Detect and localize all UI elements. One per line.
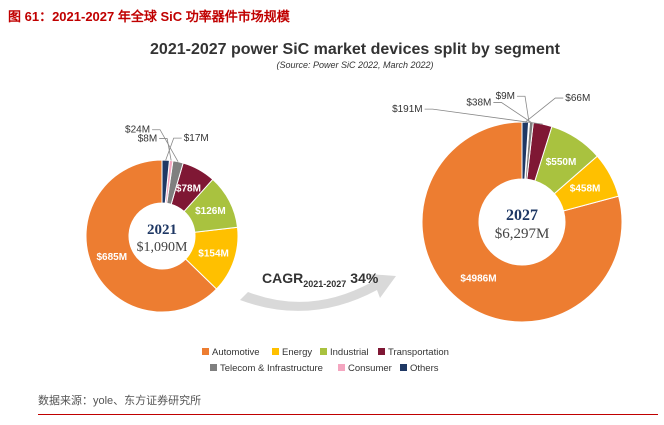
legend-swatch-telecom-infrastructure <box>210 364 217 371</box>
leader-consumer <box>517 95 530 123</box>
label-industrial: $126M <box>195 206 226 217</box>
leader-others <box>525 97 564 123</box>
slice-industrial <box>534 125 598 195</box>
bottom-rule <box>38 414 658 415</box>
legend-label-others: Others <box>410 363 439 374</box>
label-others: $17M <box>184 133 209 144</box>
legend-swatch-transportation <box>378 348 385 355</box>
legend-swatch-automotive <box>202 348 209 355</box>
center-year: 2021 <box>147 222 177 238</box>
chart-subtitle: (Source: Power SiC 2022, March 2022) <box>276 60 433 70</box>
leader-consumer <box>159 138 172 161</box>
label-transportation: $78M <box>176 183 201 194</box>
legend-label-industrial: Industrial <box>330 347 369 358</box>
legend-swatch-energy <box>272 348 279 355</box>
cagr-label: CAGR2021-2027 34% <box>262 270 379 289</box>
label-telecom-infrastructure: $38M <box>466 97 491 108</box>
cagr-text: CAGR <box>262 270 303 286</box>
leader-telecom-infrastructure <box>493 102 532 123</box>
label-industrial: $550M <box>546 157 577 168</box>
legend-swatch-others <box>400 364 407 371</box>
cagr-arrow <box>240 274 396 311</box>
leader-telecom-infrastructure <box>152 129 179 162</box>
slice-industrial <box>183 178 239 233</box>
legend-label-energy: Energy <box>282 347 312 358</box>
chart-title: 2021-2027 power SiC market devices split… <box>150 41 561 58</box>
cagr-period: 2021-2027 <box>303 279 346 289</box>
leader-others <box>165 137 182 161</box>
source-note: 数据来源：yole、东方证券研究所 <box>38 395 202 407</box>
legend-label-automotive: Automotive <box>212 347 260 358</box>
legend: Automotive Energy Industrial Transportation… <box>202 347 449 374</box>
legend-label-consumer: Consumer <box>348 363 392 374</box>
slice-automotive <box>421 121 623 323</box>
slice-transportation <box>170 162 214 213</box>
slice-energy <box>553 155 620 212</box>
label-others: $66M <box>565 93 590 104</box>
label-transportation: $191M <box>392 104 423 115</box>
label-consumer: $8M <box>138 134 157 145</box>
cagr-value: 34% <box>350 270 379 286</box>
pie-2021: $685M $154M $126M $78M $24M$8M $17M 2021 $1,090… <box>85 125 239 313</box>
figure-title: 图 61：2021-2027 年全球 SiC 功率器件市场规模 <box>8 9 290 24</box>
legend-swatch-consumer <box>338 364 345 371</box>
legend-label-transportation: Transportation <box>388 347 449 358</box>
label-telecom-infrastructure: $24M <box>125 125 150 136</box>
label-automotive: $685M <box>97 252 128 263</box>
label-automotive: $4986M <box>460 274 496 285</box>
legend-swatch-industrial <box>320 348 327 355</box>
legend-label-telecom-infrastructure: Telecom & Infrastructure <box>220 363 323 374</box>
center-total: $1,090M <box>137 240 189 255</box>
center-year: 2027 <box>506 207 538 224</box>
leader-transportation <box>424 108 543 125</box>
slice-others <box>161 159 170 204</box>
label-consumer: $9M <box>496 91 515 102</box>
label-energy: $154M <box>198 249 229 260</box>
pie-2027: $4986M $458M $550M $191M $38M $9M $66M 2027 $6,2… <box>392 91 623 323</box>
label-energy: $458M <box>570 183 601 194</box>
slice-automotive <box>85 159 218 313</box>
center-total: $6,297M <box>495 226 550 242</box>
slice-energy <box>184 226 239 290</box>
